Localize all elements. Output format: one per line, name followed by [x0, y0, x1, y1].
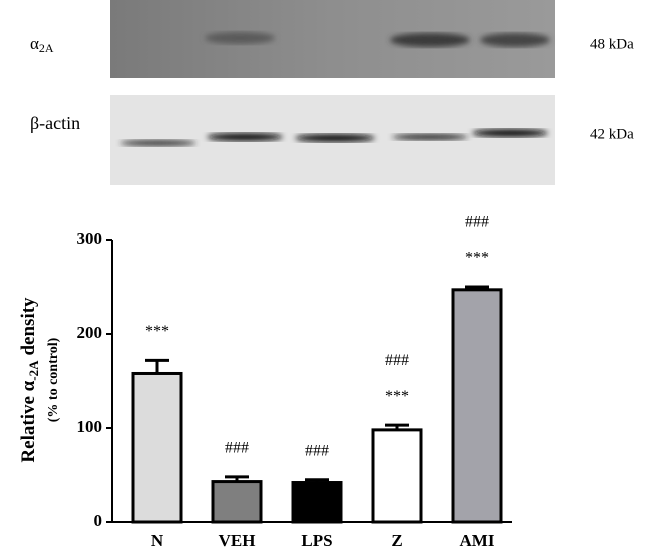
blot-label: α2A: [30, 34, 54, 55]
bar: [211, 480, 263, 524]
significance: ###: [385, 352, 409, 369]
y-axis-note: (% to control): [46, 337, 61, 422]
significance: ***: [145, 323, 169, 340]
y-tick-label: 0: [94, 511, 103, 530]
bar: [291, 481, 343, 524]
y-tick-label: 200: [77, 323, 103, 342]
blot-size: 42 kDa: [590, 126, 634, 142]
significance: ###: [225, 440, 249, 457]
significance: ###: [465, 214, 489, 231]
y-axis-label: Relative α-2Adensity: [18, 297, 41, 463]
bar: [371, 428, 423, 524]
x-tick-label: N: [151, 531, 164, 550]
x-tick-label: LPS: [301, 531, 332, 550]
bar: [131, 371, 183, 524]
blot-label: β-actin: [30, 113, 80, 133]
x-tick-label: VEH: [219, 531, 256, 550]
blot-size: 48 kDa: [590, 36, 634, 52]
x-tick-label: Z: [391, 531, 402, 550]
y-tick-label: 300: [77, 229, 103, 248]
bar: [451, 288, 503, 524]
blot-alpha: [110, 0, 555, 78]
blot-actin: [110, 95, 555, 185]
significance: ***: [385, 388, 409, 405]
significance: ###: [305, 442, 329, 459]
significance: ***: [465, 250, 489, 267]
x-tick-label: AMI: [460, 531, 495, 550]
y-tick-label: 100: [77, 417, 103, 436]
